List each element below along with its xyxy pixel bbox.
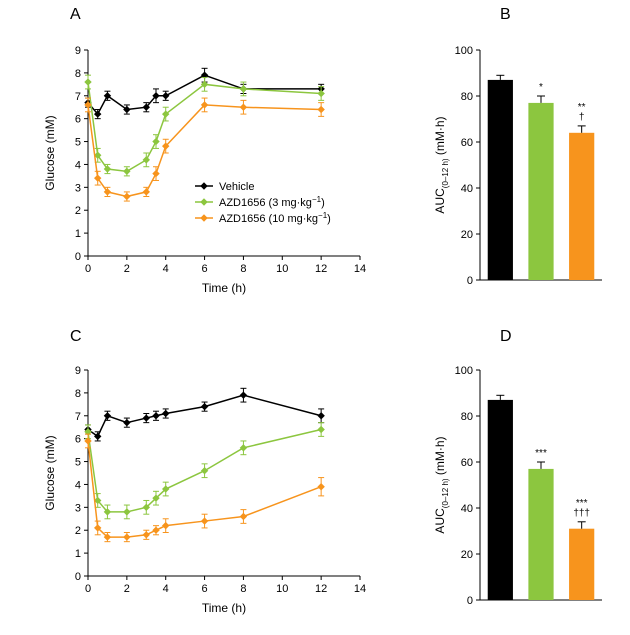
svg-text:10: 10 [276, 583, 288, 595]
svg-text:6: 6 [202, 263, 208, 275]
svg-text:8: 8 [75, 68, 81, 80]
svg-text:†††: ††† [573, 508, 590, 519]
svg-text:8: 8 [75, 388, 81, 400]
svg-text:Glucose (mM): Glucose (mM) [43, 435, 57, 510]
chart-c: 012345678902468101214Time (h)Glucose (mM… [40, 358, 370, 618]
svg-text:4: 4 [75, 479, 81, 491]
svg-text:100: 100 [455, 365, 473, 377]
svg-text:Glucose (mM): Glucose (mM) [43, 115, 57, 190]
legend: Vehicle AZD1656 (3 mg·kg−1) AZD1656 (10 mg… [195, 181, 331, 225]
svg-text:3: 3 [75, 502, 81, 514]
chart-b: 0 20 40 60 80 100 AUC(0–12 h) (mM·h) * †** [430, 38, 610, 298]
panel-label-c: C [70, 328, 82, 346]
svg-text:2: 2 [124, 263, 130, 275]
svg-text:9: 9 [75, 45, 81, 57]
svg-text:12: 12 [315, 583, 327, 595]
svg-text:2: 2 [75, 205, 81, 217]
panel-label-b: B [500, 6, 511, 24]
svg-text:100: 100 [455, 45, 473, 57]
svg-text:0: 0 [85, 583, 91, 595]
svg-text:5: 5 [75, 137, 81, 149]
svg-text:40: 40 [461, 183, 473, 195]
svg-text:0: 0 [75, 251, 81, 263]
svg-text:**: ** [578, 102, 586, 113]
svg-text:7: 7 [75, 91, 81, 103]
svg-text:2: 2 [75, 525, 81, 537]
figure-container: A B C D 012345678902468101214Time (h)Glu… [0, 0, 630, 635]
svg-text:***: *** [535, 448, 547, 459]
svg-text:2: 2 [124, 583, 130, 595]
svg-text:40: 40 [461, 503, 473, 515]
svg-text:60: 60 [461, 137, 473, 149]
svg-text:1: 1 [75, 548, 81, 560]
svg-text:Time (h): Time (h) [202, 281, 246, 295]
svg-text:0: 0 [467, 595, 473, 607]
svg-text:4: 4 [163, 583, 169, 595]
svg-text:0: 0 [75, 571, 81, 583]
svg-text:12: 12 [315, 263, 327, 275]
svg-text:20: 20 [461, 229, 473, 241]
svg-text:9: 9 [75, 365, 81, 377]
chart-d: 020406080100AUC(0–12 h) (mM·h)***†††*** [430, 358, 610, 618]
svg-text:AUC(0–12 h) (mM·h): AUC(0–12 h) (mM·h) [433, 436, 450, 533]
svg-text:Vehicle: Vehicle [219, 181, 254, 193]
svg-text:4: 4 [75, 159, 81, 171]
svg-text:4: 4 [163, 263, 169, 275]
svg-text:14: 14 [354, 263, 366, 275]
svg-text:80: 80 [461, 411, 473, 423]
svg-text:7: 7 [75, 411, 81, 423]
svg-text:6: 6 [75, 114, 81, 126]
svg-text:AZD1656 (10 mg·kg−1): AZD1656 (10 mg·kg−1) [219, 211, 331, 225]
svg-text:†: † [579, 112, 585, 123]
svg-text:0: 0 [85, 263, 91, 275]
svg-text:Time (h): Time (h) [202, 601, 246, 615]
svg-text:AZD1656 (3 mg·kg−1): AZD1656 (3 mg·kg−1) [219, 195, 325, 209]
svg-text:5: 5 [75, 457, 81, 469]
svg-text:10: 10 [276, 263, 288, 275]
svg-text:1: 1 [75, 228, 81, 240]
panel-label-a: A [70, 6, 81, 24]
svg-text:3: 3 [75, 182, 81, 194]
svg-text:AUC(0–12 h) (mM·h): AUC(0–12 h) (mM·h) [433, 116, 450, 213]
svg-text:20: 20 [461, 549, 473, 561]
svg-text:14: 14 [354, 583, 366, 595]
svg-text:80: 80 [461, 91, 473, 103]
svg-text:6: 6 [202, 583, 208, 595]
svg-text:*: * [539, 82, 543, 93]
svg-text:60: 60 [461, 457, 473, 469]
svg-text:***: *** [576, 498, 588, 509]
svg-text:8: 8 [240, 263, 246, 275]
svg-text:0: 0 [467, 275, 473, 287]
panel-label-d: D [500, 328, 512, 346]
svg-text:6: 6 [75, 434, 81, 446]
chart-a: 012345678902468101214Time (h)Glucose (mM… [40, 38, 370, 298]
svg-text:8: 8 [240, 583, 246, 595]
